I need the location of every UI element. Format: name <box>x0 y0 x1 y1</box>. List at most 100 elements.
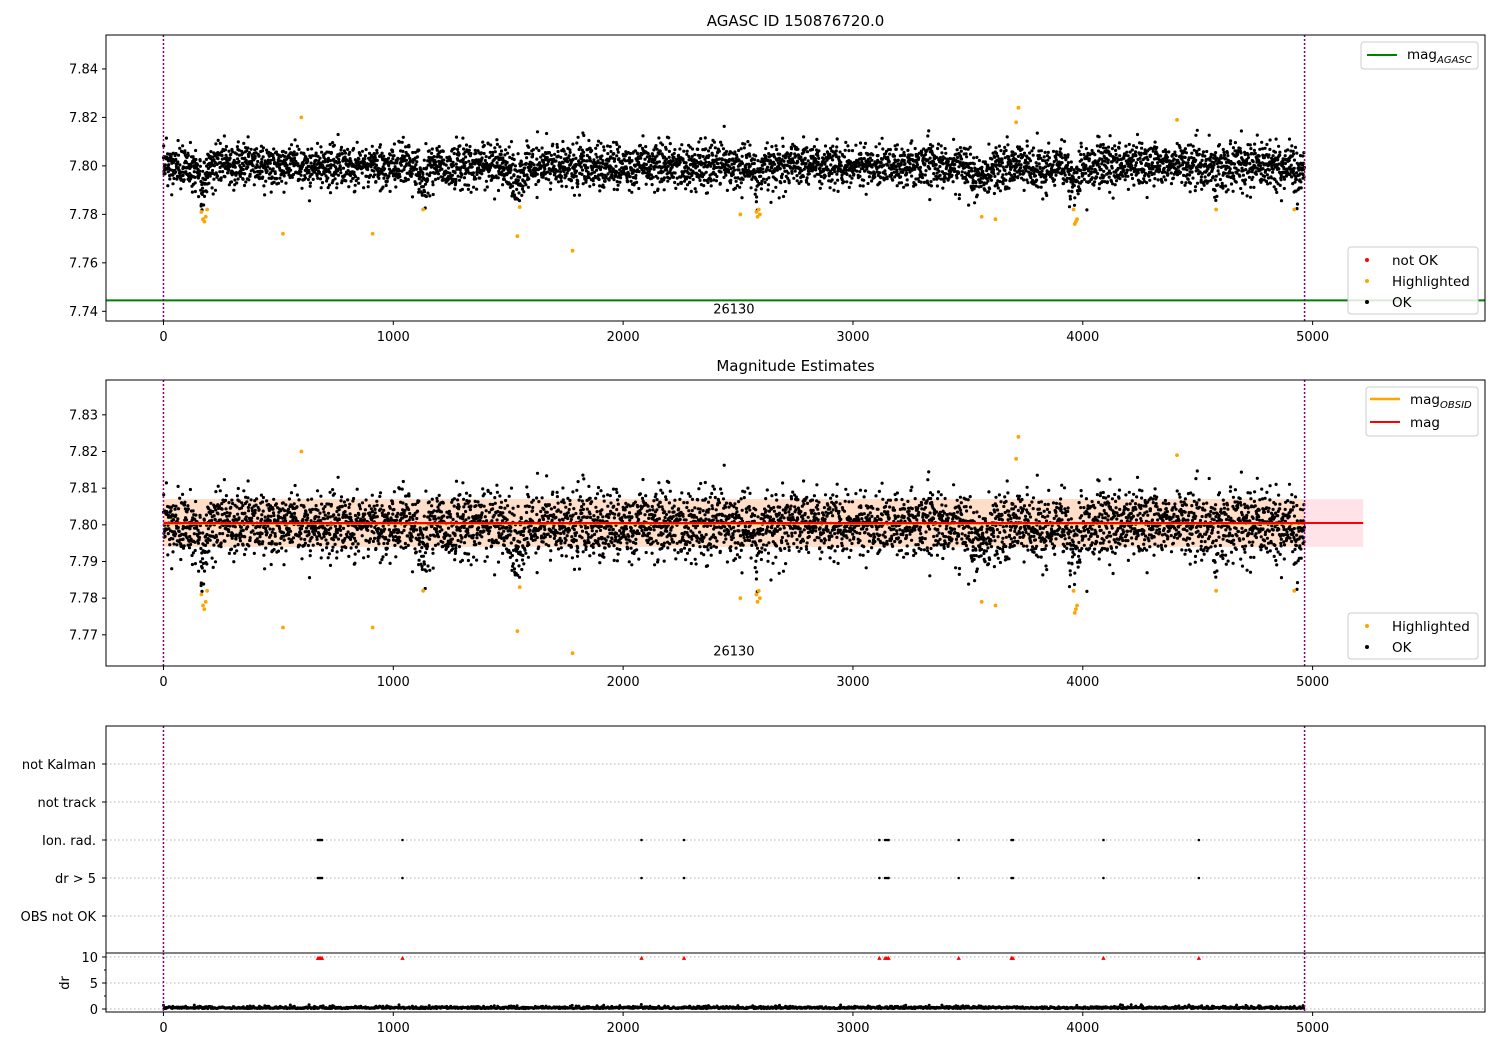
ok-point <box>1193 189 1197 193</box>
ok-point <box>858 141 863 145</box>
ok-point <box>1106 158 1110 162</box>
ok-point <box>928 167 932 171</box>
ok-point <box>235 145 239 149</box>
ok-point <box>960 157 964 161</box>
ok-point <box>1150 161 1154 165</box>
ok-point <box>792 176 796 180</box>
ok-point <box>929 180 933 184</box>
ok-point <box>504 148 508 152</box>
ok-point <box>307 199 312 203</box>
ok-point <box>343 151 347 155</box>
ok-point <box>1160 180 1164 184</box>
ok-point <box>1132 183 1136 187</box>
ok-point <box>1105 166 1109 170</box>
ok-point <box>435 148 439 152</box>
ok-point <box>446 166 451 170</box>
ok-point <box>295 152 299 156</box>
ok-point <box>456 147 460 151</box>
ok-point <box>564 174 568 178</box>
ok-point <box>426 191 430 195</box>
ok-point <box>182 178 186 182</box>
ok-point <box>235 152 239 156</box>
ok-point <box>671 175 676 179</box>
ok-point <box>564 184 568 189</box>
ok-point <box>878 171 882 175</box>
ok-point <box>1217 143 1222 147</box>
ok-point <box>1200 158 1204 162</box>
ok-point <box>879 161 883 165</box>
ok-point <box>318 156 322 160</box>
ok-point <box>493 197 497 201</box>
ok-point <box>549 181 553 185</box>
ok-point <box>780 172 785 176</box>
ok-point <box>1225 151 1229 155</box>
ok-point <box>1231 146 1235 150</box>
ok-point <box>572 193 577 197</box>
ok-point <box>754 200 759 204</box>
ok-point <box>665 168 669 172</box>
ok-point <box>892 154 897 158</box>
ok-point <box>899 175 903 179</box>
ok-point <box>567 167 572 171</box>
ok-point <box>236 157 240 161</box>
ok-point <box>288 162 292 166</box>
ok-point <box>1219 161 1224 165</box>
ok-point <box>745 155 749 160</box>
ok-point <box>936 142 941 146</box>
ok-point <box>1247 175 1251 179</box>
ok-point <box>1261 167 1265 171</box>
ok-point <box>326 176 330 180</box>
ok-point <box>293 138 297 142</box>
ok-point <box>414 182 418 186</box>
ok-point <box>424 194 428 199</box>
ok-point <box>1006 143 1010 147</box>
ok-point <box>713 146 717 150</box>
ok-point <box>874 145 878 149</box>
ok-point <box>932 172 936 176</box>
ok-point <box>709 164 713 168</box>
ok-point <box>731 157 735 161</box>
ok-point <box>1226 188 1230 192</box>
ok-point <box>693 162 698 166</box>
ok-point <box>617 145 622 149</box>
ok-point <box>721 147 726 151</box>
ok-point <box>602 185 606 189</box>
ok-point <box>482 168 486 172</box>
ok-point <box>348 150 352 154</box>
ok-point <box>352 146 356 151</box>
ok-point <box>458 144 462 148</box>
ok-point <box>227 168 231 172</box>
ok-point <box>1229 182 1234 186</box>
ok-point <box>601 159 605 163</box>
ok-point <box>357 157 361 161</box>
ok-point <box>303 174 307 178</box>
ok-point <box>178 174 182 178</box>
ok-point <box>655 147 659 151</box>
ok-point <box>914 183 918 187</box>
ok-point <box>834 149 838 153</box>
ok-point <box>1203 175 1207 179</box>
ok-point <box>1051 163 1055 167</box>
ok-point <box>1151 149 1155 153</box>
ok-point <box>513 164 518 168</box>
ok-point <box>722 124 726 128</box>
ok-point <box>469 151 473 156</box>
ok-point <box>1139 161 1143 165</box>
ok-point <box>297 177 302 181</box>
ok-point <box>519 160 523 164</box>
ok-point <box>899 181 904 185</box>
ok-point <box>999 149 1003 153</box>
ok-point <box>629 179 633 183</box>
ok-point <box>615 180 619 184</box>
ok-point <box>955 155 960 160</box>
ok-point <box>415 160 419 164</box>
ok-point <box>939 144 943 148</box>
ok-point <box>170 193 174 197</box>
ok-point <box>594 146 598 150</box>
ok-point <box>1290 144 1294 148</box>
ok-point <box>1254 172 1258 176</box>
ok-point <box>1243 182 1247 186</box>
ok-point <box>852 172 856 176</box>
ok-point <box>444 163 448 167</box>
ok-point <box>980 180 984 184</box>
